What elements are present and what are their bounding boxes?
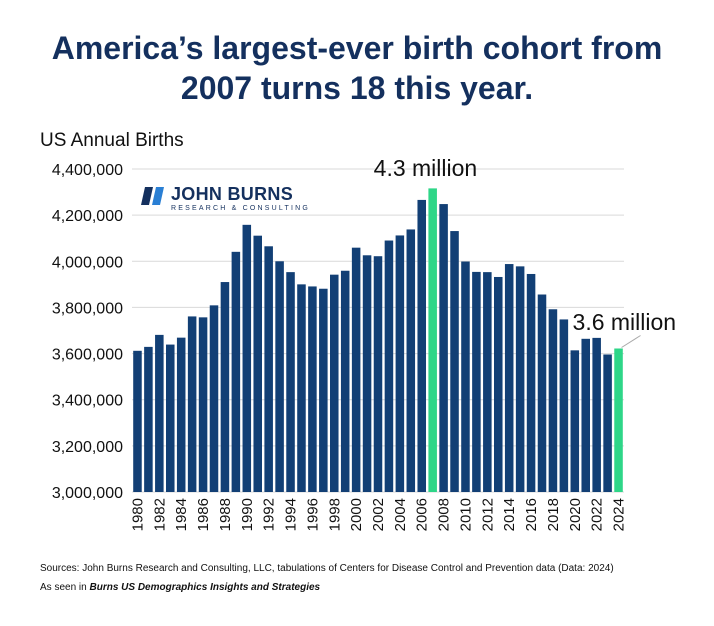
- x-tick-label: 2000: [348, 498, 365, 531]
- x-tick-label: 1984: [173, 498, 190, 531]
- bar-1992: [264, 246, 273, 492]
- bar-2016: [526, 273, 536, 492]
- x-tick-labels: 1980 1982 1984 1986 1988 1990 1992 1994 1996 1998…: [129, 498, 627, 531]
- logo-name: JOHN BURNS: [171, 184, 294, 204]
- bar-2018: [548, 309, 558, 492]
- y-tick-labels: 3,000,000 3,200,000 3,400,000 3,600,000 3,80…: [52, 162, 123, 502]
- bar-2024: [614, 348, 623, 492]
- x-tick-label: 2008: [436, 498, 453, 531]
- bar-2005: [406, 229, 416, 492]
- x-tick-label: 2002: [370, 498, 387, 531]
- bar-1988: [220, 282, 230, 492]
- publication-name: Burns US Demographics Insights and Strat…: [89, 582, 321, 593]
- peak-annotation: 4.3 million: [373, 155, 478, 182]
- x-tick-label: 2018: [545, 498, 562, 531]
- bar-2004: [395, 235, 405, 492]
- x-tick-label: 2012: [479, 498, 496, 531]
- bar-2007: [428, 188, 437, 492]
- bar-2001: [362, 255, 372, 492]
- logo-slash-icon: [141, 187, 164, 205]
- bar-1997: [319, 288, 328, 492]
- bar-1998: [330, 274, 339, 492]
- bar-2017: [537, 294, 547, 492]
- bar-2014: [504, 264, 514, 492]
- bar-2009: [450, 231, 459, 493]
- bar-1982: [155, 334, 164, 492]
- x-tick-label: 1990: [239, 498, 256, 531]
- bar-2002: [373, 256, 383, 492]
- bar-1984: [176, 337, 186, 492]
- y-tick-label: 4,400,000: [52, 162, 123, 179]
- x-tick-label: 1996: [304, 498, 321, 531]
- x-tick-label: 1982: [151, 498, 168, 531]
- y-tick-label: 3,200,000: [52, 439, 123, 456]
- bars: [133, 188, 623, 493]
- publication-prefix: As seen in: [40, 582, 90, 593]
- title-line-1: America’s largest-ever birth cohort from: [51, 30, 663, 66]
- x-tick-label: 1998: [326, 498, 343, 531]
- bar-1989: [231, 251, 241, 492]
- publication-note: As seen in Burns US Demographics Insight…: [40, 582, 320, 593]
- bar-1999: [340, 270, 350, 492]
- y-tick-label: 4,200,000: [52, 208, 123, 225]
- latest-annotation: 3.6 million: [572, 309, 677, 336]
- bar-1991: [253, 235, 262, 492]
- bar-2021: [581, 338, 590, 492]
- x-tick-label: 1994: [283, 498, 300, 531]
- x-tick-label: 1992: [261, 498, 278, 531]
- bar-2023: [603, 354, 612, 492]
- x-tick-label: 2010: [457, 498, 474, 531]
- bar-2020: [570, 350, 580, 492]
- bar-2015: [515, 266, 525, 492]
- bar-1987: [209, 305, 219, 492]
- y-tick-label: 3,800,000: [52, 300, 123, 317]
- bar-1993: [275, 261, 284, 492]
- bar-2011: [472, 271, 481, 492]
- x-tick-label: 2004: [392, 498, 409, 531]
- bar-1994: [286, 272, 295, 492]
- bar-1996: [308, 286, 317, 492]
- x-tick-label: 2014: [501, 498, 518, 531]
- bar-2008: [439, 204, 448, 492]
- bar-2012: [483, 272, 492, 492]
- source-note: Sources: John Burns Research and Consult…: [40, 563, 614, 574]
- chart-title: America’s largest-ever birth cohort from…: [0, 28, 714, 108]
- bar-1995: [297, 284, 306, 492]
- y-tick-label: 4,000,000: [52, 254, 123, 271]
- bar-1983: [166, 344, 175, 492]
- bar-2000: [351, 247, 361, 492]
- y-tick-label: 3,400,000: [52, 393, 123, 410]
- annotation-leader-line: [621, 335, 641, 348]
- y-axis-label: US Annual Births: [40, 130, 184, 151]
- x-tick-label: 1980: [129, 498, 146, 531]
- bar-2006: [417, 199, 426, 492]
- x-tick-label: 1986: [195, 498, 212, 531]
- bar-2019: [559, 319, 569, 492]
- bar-1985: [187, 316, 197, 492]
- bar-1990: [242, 224, 252, 492]
- x-tick-label: 2024: [611, 498, 628, 531]
- title-line-2: 2007 turns 18 this year.: [180, 70, 534, 106]
- y-tick-label: 3,600,000: [52, 347, 123, 364]
- bar-1986: [198, 317, 208, 492]
- x-tick-label: 2020: [567, 498, 584, 531]
- y-tick-label: 3,000,000: [52, 485, 123, 502]
- x-tick-label: 2022: [589, 498, 606, 531]
- bar-2022: [592, 337, 601, 492]
- x-tick-label: 2016: [523, 498, 540, 531]
- bar-2010: [461, 261, 470, 492]
- bar-2003: [384, 240, 394, 492]
- x-tick-label: 1988: [217, 498, 234, 531]
- x-tick-label: 2006: [414, 498, 431, 531]
- bar-1980: [133, 350, 142, 492]
- bar-2013: [494, 276, 503, 492]
- bar-1981: [144, 346, 153, 492]
- logo-subtitle: RESEARCH & CONSULTING: [171, 205, 311, 212]
